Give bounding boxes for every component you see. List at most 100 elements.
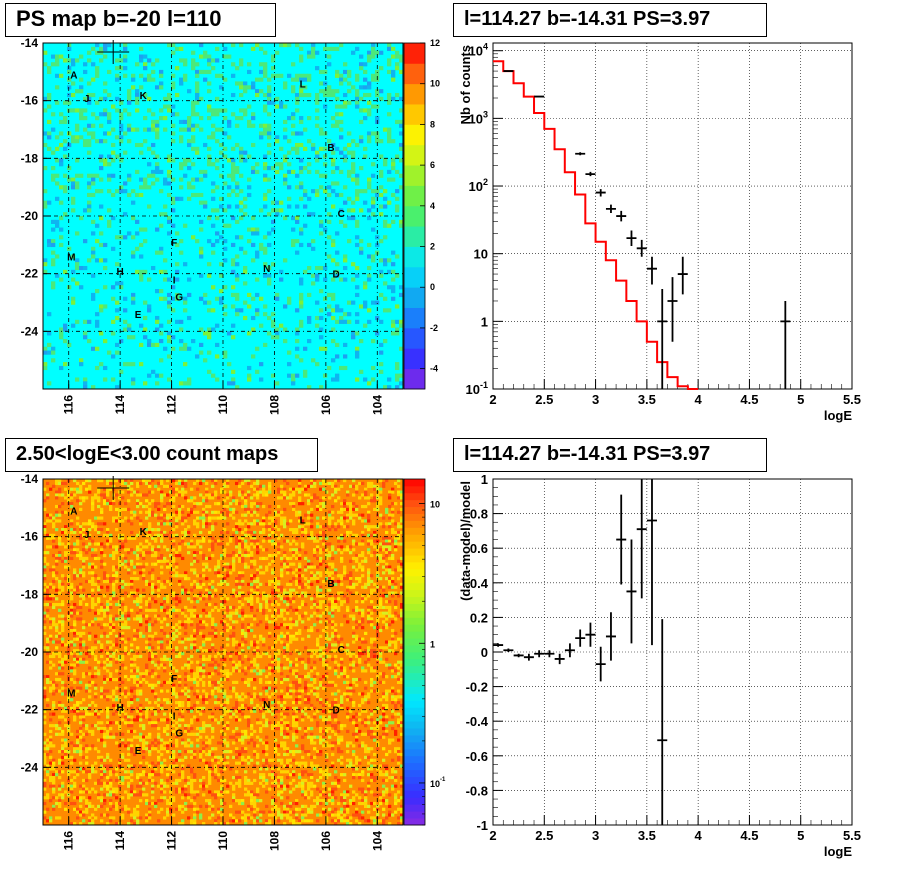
residuals-y-tick-label: 0: [481, 645, 488, 660]
count-map-y-tick-label: -22: [21, 703, 39, 717]
spectrum-data-point: [636, 239, 647, 257]
count-map-colorbar-band: [404, 645, 425, 653]
ps-map-source-label: J: [84, 94, 90, 105]
spectrum-x-axis-label: logE: [824, 408, 852, 423]
ps-map-y-tick-label: -14: [21, 36, 39, 50]
residuals-y-tick-label: -1: [476, 818, 488, 833]
ps-map-source-label: B: [327, 143, 334, 154]
ps-map-colorbar-tick-label: 8: [430, 119, 435, 129]
spectrum-x-tick-label: 4: [695, 392, 703, 407]
count-map-crosshair: [97, 475, 130, 500]
count-map-colorbar-band: [404, 769, 425, 777]
count-map-y-tick-label: -14: [21, 472, 39, 486]
ps-map-source-label: E: [135, 310, 142, 321]
ps-map-colorbar-band: [404, 226, 425, 247]
spectrum-frame: [492, 42, 853, 390]
count-map-colorbar-band: [404, 582, 425, 591]
count-map-x-tick-label: 110: [216, 831, 230, 851]
residuals-data-point: [544, 650, 555, 658]
ps-map-colorbar-tick-label: 0: [430, 282, 435, 292]
count-map-colorbar-band: [404, 631, 425, 639]
residuals-y-tick-label: -0.4: [466, 714, 489, 729]
count-map-colorbar-tick-label: 1: [430, 639, 435, 649]
count-map-colorbar-tick-label: 10-1: [430, 777, 446, 789]
count-map-x-tick-label: 106: [319, 831, 333, 851]
count-map-source-label: D: [333, 706, 340, 717]
count-map-source-label: A: [70, 507, 77, 518]
count-map-source-label: G: [175, 729, 183, 740]
ps-map-colorbar-band: [404, 43, 425, 64]
ps-map-colorbar-tick-label: 4: [430, 201, 435, 211]
spectrum-title: l=114.27 b=-14.31 PS=3.97: [453, 3, 767, 37]
spectrum-y-tick-label: 102: [469, 177, 488, 194]
residuals-y-tick-label: -0.8: [466, 783, 488, 798]
ps-map-x-tick-label: 116: [62, 395, 76, 415]
residuals-x-tick-label: 3.5: [638, 828, 656, 843]
ps-map-y-tick-label: -18: [21, 151, 39, 165]
spectrum-y-tick-label: 103: [469, 109, 488, 126]
ps-map-title: PS map b=-20 l=110: [5, 3, 276, 37]
count-map-colorbar-frame: [403, 478, 426, 826]
count-map-colorbar-band: [404, 818, 425, 826]
residuals-x-tick-label: 2: [489, 828, 496, 843]
count-map-colorbar-band: [404, 728, 425, 736]
count-map-colorbar-band: [404, 665, 425, 674]
ps-map-x-tick-label: 114: [113, 395, 127, 415]
count-map-colorbar-band: [404, 624, 425, 632]
residuals-y-tick-label: 0.6: [470, 541, 488, 556]
count-map-colorbar-band: [404, 603, 425, 611]
ps-map-colorbar-band: [404, 307, 425, 329]
count-map-colorbar-band: [404, 479, 425, 487]
count-map-colorbar-band: [404, 520, 425, 528]
ps-map-colorbar-band: [404, 287, 425, 308]
residuals-data-point: [564, 643, 575, 658]
ps-map-noise-cells: [43, 43, 404, 390]
ps-map-colorbar-frame: [403, 42, 426, 390]
count-map-colorbar-band: [404, 741, 425, 750]
count-map-colorbar-band: [404, 686, 425, 694]
ps-map-colorbar-band: [404, 165, 425, 186]
count-map-y-tick-label: -16: [21, 530, 39, 544]
ps-map-source-label: L: [300, 79, 306, 90]
residuals-y-tick-label: 0.2: [470, 610, 488, 625]
ps-map-x-tick-label: 110: [216, 395, 230, 415]
residuals-y-tick-label: 1: [481, 472, 488, 487]
residuals-data-point: [523, 653, 534, 661]
spectrum-data-point: [534, 95, 545, 98]
residuals-data-point: [626, 539, 637, 644]
ps-map-colorbar-tick-label: 10: [430, 79, 440, 89]
ps-map-source-label: D: [333, 270, 340, 281]
ps-map-colorbar-band: [404, 266, 425, 288]
count-map-y-tick-label: -18: [21, 587, 39, 601]
residuals-data-point: [646, 479, 657, 646]
count-map-colorbar-tick-label: 10: [430, 500, 440, 510]
count-map-colorbar-band: [404, 748, 425, 757]
spectrum-data-point: [780, 300, 791, 389]
residuals-data-point: [503, 648, 514, 652]
count-map-colorbar-band: [404, 610, 425, 618]
count-map-colorbar-band: [404, 492, 425, 501]
count-map-source-label: F: [171, 674, 177, 685]
count-map-source-label: M: [67, 688, 75, 699]
count-map-colorbar-band: [404, 652, 425, 660]
ps-map-source-label: A: [70, 71, 77, 82]
ps-map-colorbar-tick-label: 12: [430, 38, 440, 48]
count-map-colorbar-band: [404, 534, 425, 542]
spectrum-data-point: [657, 289, 668, 389]
spectrum-data-point: [575, 152, 586, 156]
ps-map-x-tick-label: 104: [370, 395, 384, 415]
residuals-x-axis-label: logE: [824, 844, 852, 859]
count-map-source-label: E: [135, 746, 142, 757]
residuals-x-tick-label: 4: [695, 828, 703, 843]
spectrum-x-tick-label: 5.5: [843, 392, 861, 407]
count-map-colorbar-band: [404, 735, 425, 743]
spectrum-y-tick-label: 104: [469, 42, 488, 59]
spectrum-y-tick-label: 10-1: [466, 380, 488, 397]
count-map-colorbar-band: [404, 755, 425, 764]
ps-map-colorbar-band: [404, 348, 425, 370]
ps-map-source-label: I: [173, 275, 176, 286]
count-map-colorbar-band: [404, 638, 425, 646]
ps-map-colorbar-band: [404, 63, 425, 85]
ps-map-colorbar-tick-label: -4: [430, 364, 438, 374]
